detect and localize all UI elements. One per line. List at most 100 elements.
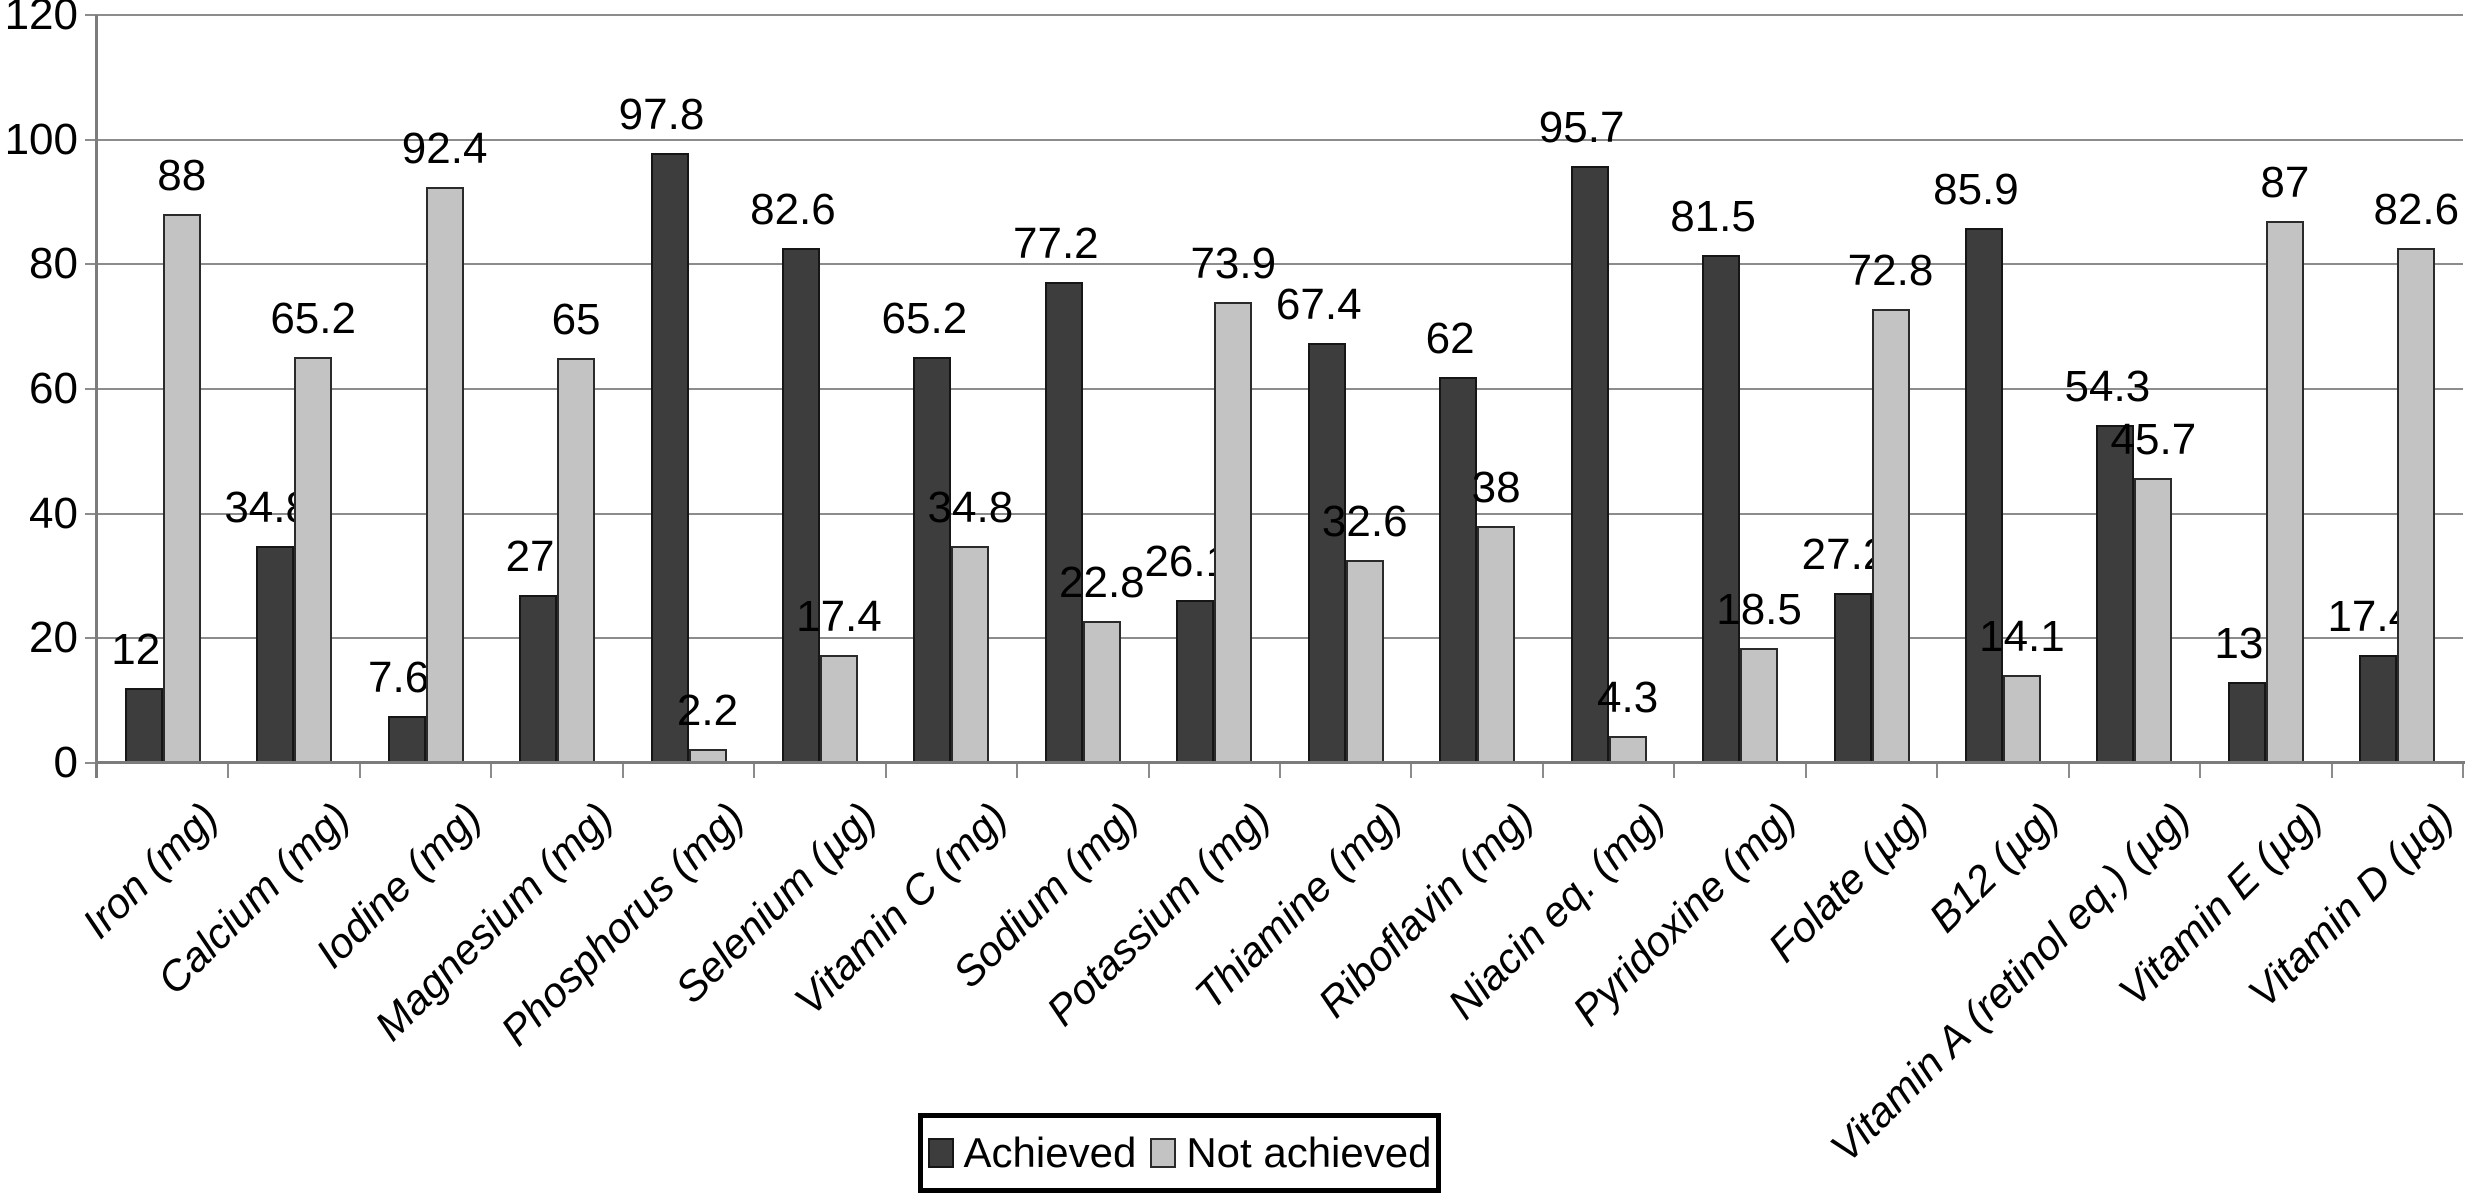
value-label: 18.5 [1716,584,1802,634]
bar-achieved [1964,227,2003,763]
bar-not-achieved [1477,526,1516,763]
bar-achieved [1044,281,1083,763]
legend-label-not-achieved: Not achieved [1186,1129,1432,1176]
legend: Achieved Not achieved [918,1113,1441,1193]
value-label: 73.9 [1190,239,1277,289]
gridline [97,637,2463,640]
bar-achieved [124,688,163,763]
bar-not-achieved [162,214,201,763]
bar-achieved [256,546,295,763]
x-axis-line [95,761,2465,764]
bar-achieved [2227,681,2266,763]
bar-not-achieved [1871,309,1910,763]
x-axis-tick [2330,763,2333,778]
bar-not-achieved [1740,647,1779,763]
value-label: 87 [2260,157,2310,207]
value-label: 82.6 [750,185,836,235]
y-axis-line [95,15,98,778]
y-axis-label: 60 [29,364,78,413]
y-axis-tick [85,388,97,390]
value-label: 17.4 [796,591,882,641]
x-axis-tick [753,763,756,778]
x-axis-tick [2199,763,2202,778]
value-label: 22.8 [1059,557,1145,607]
x-axis-label: Phosphorus (mg) [492,793,754,1055]
bar-not-achieved [425,187,464,763]
value-label: 54.3 [2064,361,2151,411]
bar-achieved [913,356,952,763]
value-label: 97.8 [618,90,705,140]
gridline [97,512,2463,515]
legend-label-achieved: Achieved [963,1129,1137,1176]
bar-achieved [2359,654,2398,763]
x-axis-tick [1541,763,1544,778]
x-axis-tick [621,763,624,778]
value-label: 82.6 [2373,185,2460,235]
y-axis-label: 0 [53,738,78,787]
value-label: 85.9 [1933,164,2019,214]
x-axis-label: Magnesium (mg) [365,793,622,1050]
y-axis-tick [85,762,97,764]
value-label: 45.7 [2110,415,2197,465]
bar-achieved [1570,166,1609,763]
bar-not-achieved [951,546,990,763]
x-axis-tick [490,763,493,778]
y-axis-tick [85,263,97,266]
value-label: 38 [1471,463,1521,513]
bar-not-achieved [1608,736,1647,763]
value-label: 77.2 [1013,218,1099,268]
x-axis-tick [1016,763,1019,778]
bar-achieved [650,153,689,763]
bar-achieved [1439,376,1478,763]
x-axis-tick [1410,763,1413,778]
x-axis-label: Pyridoxine (mg) [1563,793,1805,1035]
gridline [97,138,2463,141]
x-axis-label: Potassium (mg) [1037,793,1279,1035]
value-label: 92.4 [401,124,488,174]
value-label: 32.6 [1321,496,1408,546]
value-label: 65 [551,294,601,344]
x-axis-tick [1804,763,1807,778]
x-axis-tick [1147,763,1150,778]
bar-not-achieved [2002,675,2041,763]
bar-achieved [1702,254,1741,763]
x-axis-tick [884,763,887,778]
value-label: 65.2 [881,293,968,343]
value-label: 72.8 [1847,246,1934,296]
x-axis-tick [358,763,361,778]
y-axis-label: 40 [29,488,78,538]
legend-swatch-not-achieved [1150,1138,1177,1168]
value-label: 7.6 [368,652,430,702]
value-label: 14.1 [1979,612,2065,662]
x-axis-tick [1279,763,1281,778]
bar-achieved [781,248,820,763]
value-label: 4.3 [1597,673,1659,723]
bar-not-achieved [557,357,596,763]
value-label: 62 [1425,313,1475,363]
bar-not-achieved [1345,559,1384,763]
gridline [97,263,2463,266]
bar-achieved [1833,593,1872,763]
y-axis-label: 120 [4,0,78,39]
value-label: 67.4 [1275,279,1362,329]
y-axis-tick [85,512,97,515]
value-label: 2.2 [676,686,739,736]
value-label: 65.2 [270,293,356,343]
x-axis-tick [2462,763,2464,778]
bar-not-achieved [294,356,333,763]
bar-not-achieved [2134,478,2173,763]
value-label: 88 [157,151,207,201]
gridline [97,14,2463,16]
bar-not-achieved [2265,220,2304,763]
value-label: 95.7 [1538,103,1625,153]
bar-achieved [1307,342,1346,763]
x-axis-tick [1673,763,1676,778]
y-axis-label: 100 [4,114,78,164]
y-axis-tick [85,637,97,640]
bar-not-achieved [1214,302,1253,763]
bar-achieved [1176,600,1215,763]
bar-not-achieved [819,654,858,763]
bar-achieved [2096,424,2135,763]
legend-swatch-achieved [927,1138,954,1168]
